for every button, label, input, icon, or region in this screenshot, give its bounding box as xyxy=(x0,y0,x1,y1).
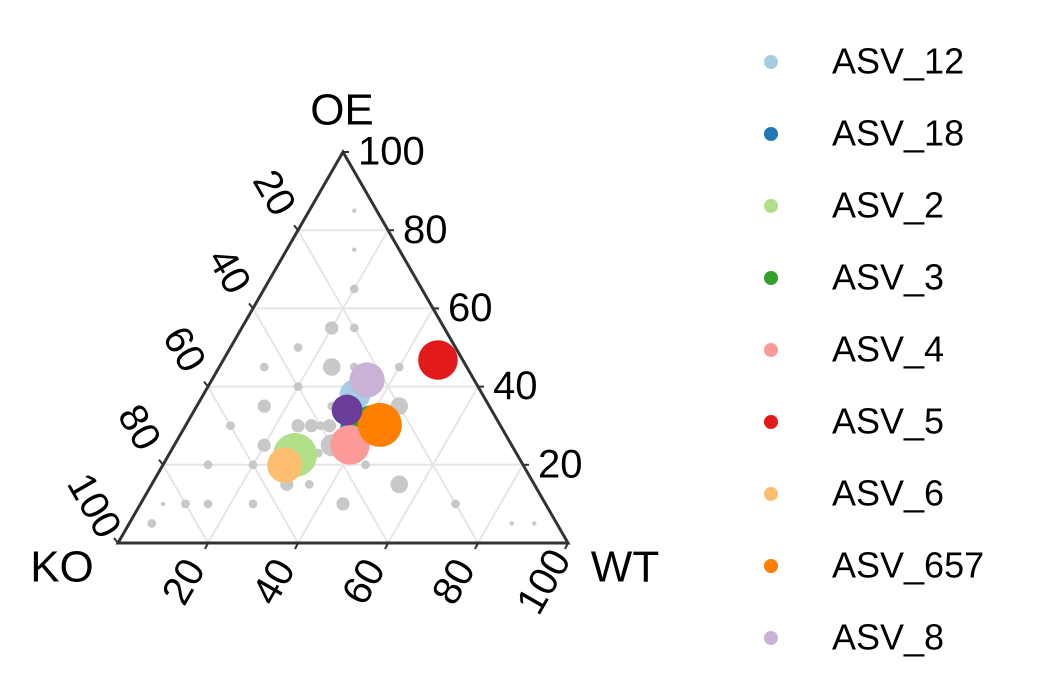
background-point xyxy=(160,501,166,507)
ko-tick-label: 80 xyxy=(109,397,169,458)
legend-marker xyxy=(764,559,778,573)
wt-tick-label: 20 xyxy=(154,552,214,613)
data-point xyxy=(418,340,458,380)
ko-tick-label: 100 xyxy=(58,466,129,546)
wt-tick-label: 60 xyxy=(334,552,394,613)
oe-tick-label: 80 xyxy=(403,208,448,252)
wt-tick-label: 40 xyxy=(244,552,304,613)
legend-label: ASV_4 xyxy=(832,329,944,370)
background-point xyxy=(147,519,157,528)
background-point xyxy=(352,247,357,252)
tick-mark xyxy=(564,542,569,550)
background-point xyxy=(203,499,213,509)
background-point xyxy=(181,499,190,509)
legend-label: ASV_8 xyxy=(832,617,944,658)
background-point xyxy=(349,284,359,294)
legend-label: ASV_2 xyxy=(832,185,944,226)
legend-label: ASV_5 xyxy=(832,401,944,442)
background-point xyxy=(304,479,314,489)
background-point xyxy=(336,497,350,511)
ternary-frame xyxy=(115,148,571,545)
ko-tick-label: 60 xyxy=(154,319,214,380)
oe-tick-label: 40 xyxy=(493,364,538,408)
data-point xyxy=(267,447,303,483)
oe-tick-label: 60 xyxy=(448,286,493,330)
axis-label: OE xyxy=(310,86,374,135)
wt-tick-label: 100 xyxy=(508,542,579,622)
grid-line xyxy=(387,386,479,544)
legend-label: ASV_12 xyxy=(832,41,964,82)
legend-marker xyxy=(764,415,778,429)
background-point xyxy=(291,419,305,433)
axis-label: KO xyxy=(30,543,94,592)
background-point xyxy=(304,419,319,433)
tick-mark xyxy=(293,224,299,231)
background-point xyxy=(532,521,537,526)
background-point xyxy=(248,460,258,470)
ko-tick-label: 40 xyxy=(199,241,259,302)
background-point xyxy=(257,438,271,452)
legend-marker xyxy=(764,631,778,645)
legend-label: ASV_18 xyxy=(832,113,964,154)
legend-marker xyxy=(764,55,778,69)
background-point xyxy=(248,499,258,509)
background-point xyxy=(316,421,325,431)
background-point xyxy=(259,362,269,372)
background-point xyxy=(322,358,341,376)
tick-mark xyxy=(158,459,164,466)
tick-mark xyxy=(204,542,209,550)
background-point xyxy=(293,382,303,391)
tick-mark xyxy=(203,380,209,388)
background-point xyxy=(352,208,357,213)
wt-tick-label: 80 xyxy=(424,552,484,613)
legend-marker xyxy=(764,199,778,213)
tick-mark xyxy=(113,537,119,544)
legend-marker xyxy=(764,343,778,357)
background-point xyxy=(390,475,409,494)
axis-label: WT xyxy=(591,543,659,592)
background-point xyxy=(322,419,337,433)
tick-mark xyxy=(474,542,479,550)
tick-mark xyxy=(294,542,299,550)
legend-label: ASV_3 xyxy=(832,257,944,298)
data-point xyxy=(349,362,385,398)
legend-marker xyxy=(764,127,778,141)
background-point xyxy=(361,460,370,470)
legend-marker xyxy=(764,487,778,501)
background-point xyxy=(203,460,213,470)
background-point xyxy=(509,521,514,526)
legend-label: ASV_9 xyxy=(832,689,944,696)
background-point xyxy=(394,362,404,372)
background-point xyxy=(325,321,339,335)
background-point xyxy=(226,421,235,431)
background-point xyxy=(451,499,460,509)
legend-label: ASV_657 xyxy=(832,545,984,586)
data-point xyxy=(357,402,402,447)
ko-tick-label: 20 xyxy=(244,163,304,224)
grid-line xyxy=(477,464,524,544)
legend-marker xyxy=(764,271,778,285)
tick-mark xyxy=(248,302,254,310)
legend-label: ASV_6 xyxy=(832,473,944,514)
background-point xyxy=(349,323,359,333)
background-point xyxy=(293,343,303,352)
oe-tick-label: 100 xyxy=(358,130,425,174)
background-point xyxy=(257,399,271,413)
data-point xyxy=(331,394,363,426)
tick-mark xyxy=(384,542,389,550)
oe-tick-label: 20 xyxy=(538,442,583,486)
data-point xyxy=(330,425,370,465)
